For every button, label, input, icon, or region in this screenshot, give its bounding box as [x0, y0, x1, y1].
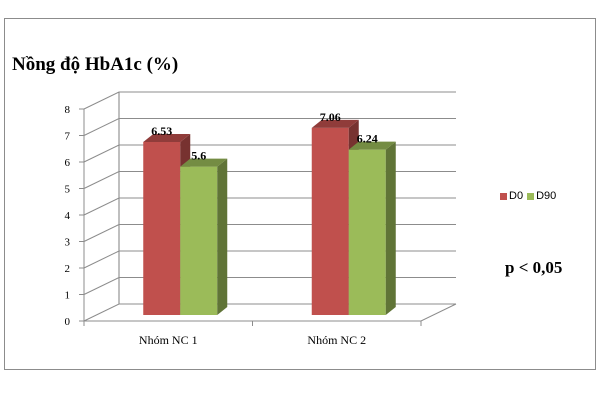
gridline [83, 250, 456, 269]
y-tick-label: 1 [65, 290, 71, 302]
gridline [83, 197, 456, 216]
data-label: 7.06 [320, 110, 341, 124]
y-tick-label: 6 [65, 157, 71, 169]
gridline [83, 277, 456, 295]
gridline [83, 91, 456, 110]
bar-top [311, 119, 359, 128]
legend-swatch-d90 [527, 192, 535, 200]
gridline [83, 224, 456, 242]
data-label: 6.24 [357, 132, 378, 146]
p-value-annotation: p < 0,05 [505, 258, 563, 277]
legend-label-d0: D0 [509, 190, 524, 202]
legend-item-d0: D0 [500, 190, 523, 202]
y-tick-label: 7 [65, 131, 71, 143]
bar-d90 [348, 149, 386, 315]
legend-item-d90: D90 [527, 190, 556, 202]
bar-side [385, 141, 396, 315]
y-tick-label: 5 [65, 184, 71, 196]
gridline [83, 303, 456, 322]
bar-d0 [311, 127, 349, 315]
chart-title: Nồng độ HbA1c (%) [12, 54, 179, 75]
y-tick-label: 3 [65, 237, 71, 249]
gridline [83, 171, 456, 189]
gridline [83, 144, 456, 163]
y-tick-label: 0 [65, 316, 71, 328]
y-tick-label: 2 [65, 263, 71, 275]
y-tick-label: 4 [65, 210, 71, 222]
bar-d0 [143, 141, 181, 315]
bar-top [348, 141, 396, 150]
floor-edge [84, 303, 457, 322]
bar-top [180, 158, 228, 167]
bar-d90 [180, 166, 218, 315]
data-label: 5.6 [191, 149, 206, 163]
legend-label-d90: D90 [536, 190, 557, 202]
data-label: 6.53 [151, 124, 172, 138]
x-tick-label: Nhóm NC 1 [139, 333, 198, 347]
bar-side [217, 158, 228, 315]
bar-top [143, 133, 191, 142]
legend-swatch-d0 [500, 192, 507, 200]
legend: D0 D90 [500, 190, 560, 202]
y-tick-label: 8 [65, 104, 71, 116]
gridline [83, 118, 456, 136]
chart-frame [4, 18, 596, 370]
x-tick-label: Nhóm NC 2 [307, 333, 366, 347]
